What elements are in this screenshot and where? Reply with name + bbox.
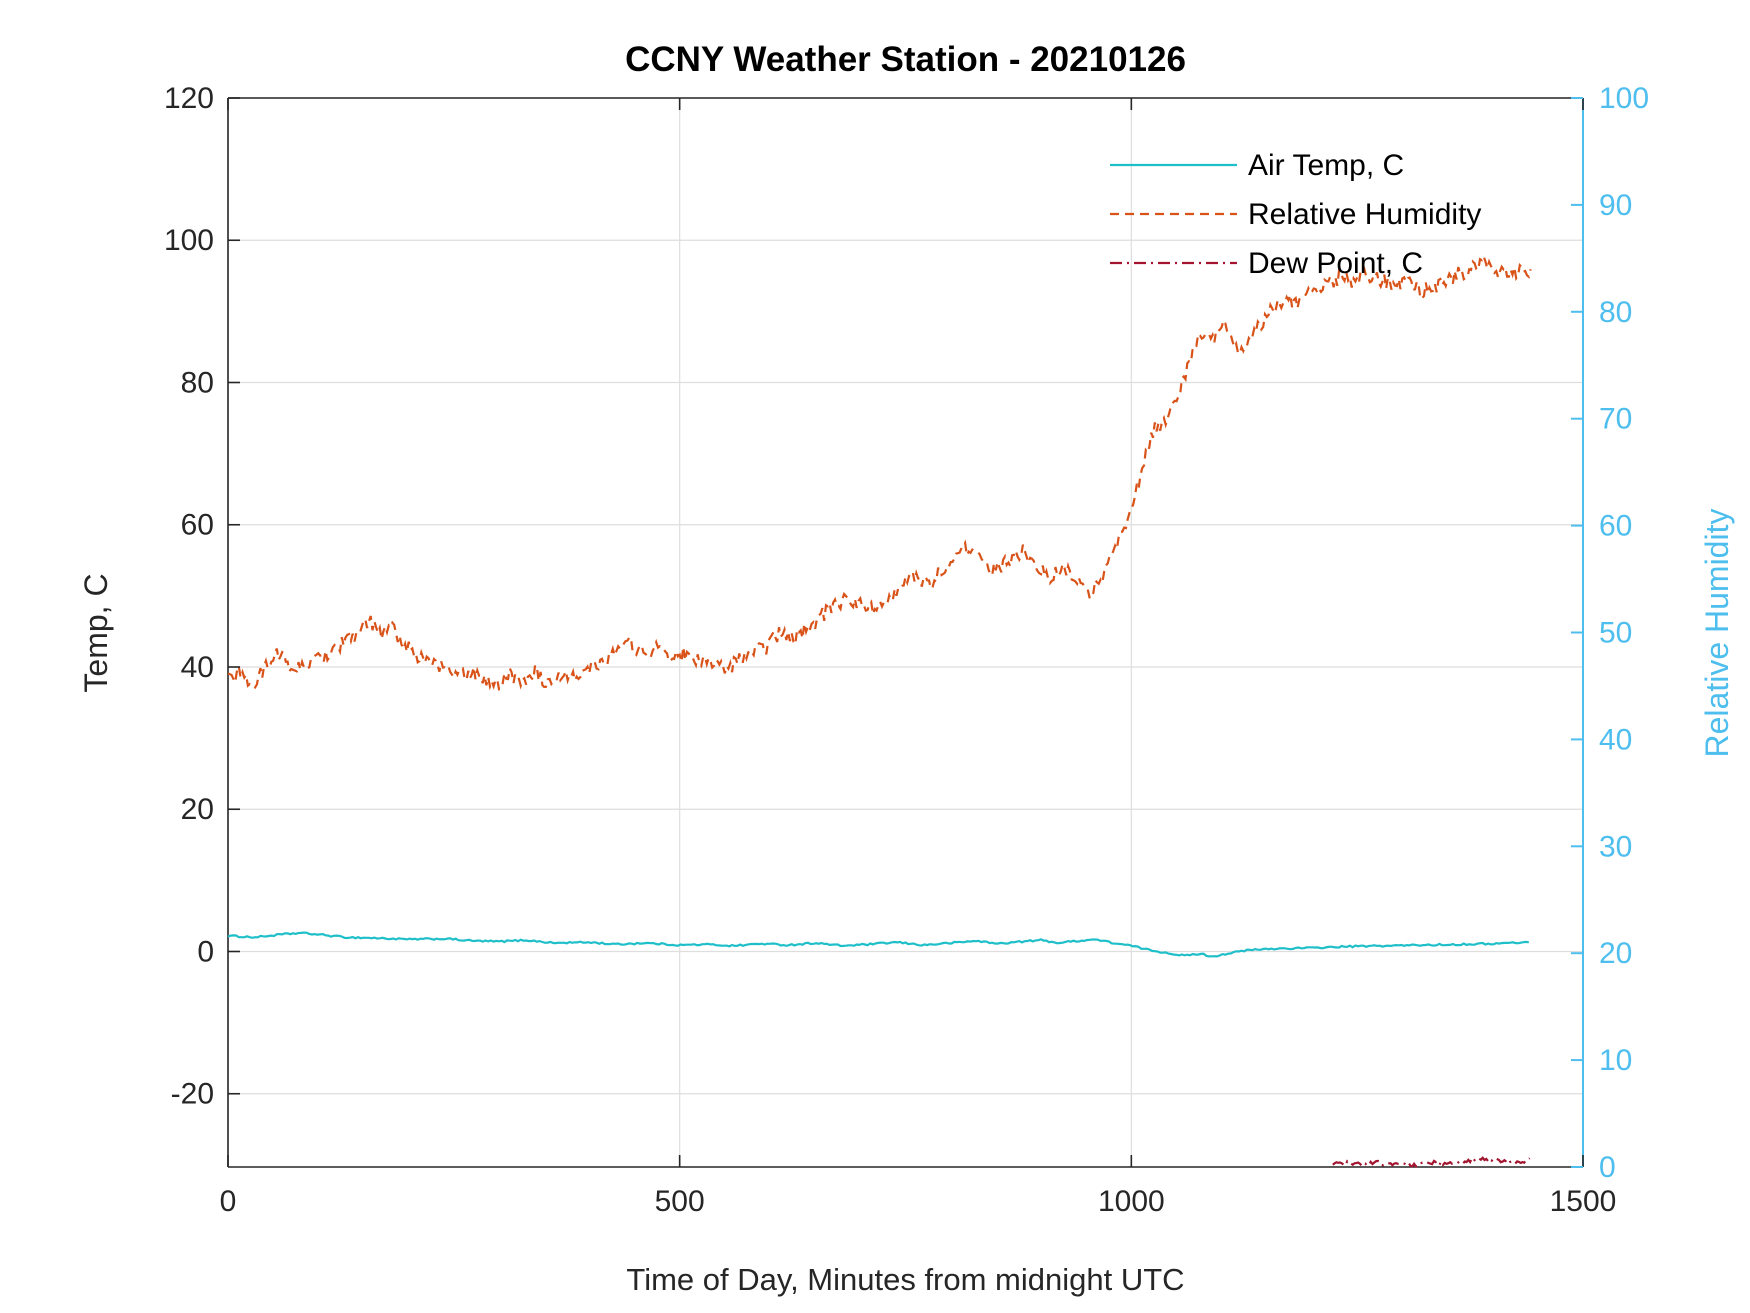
y-left-tick-label-40: 40 <box>181 651 214 684</box>
y-left-tick-label--20: -20 <box>171 1078 214 1111</box>
y-left-tick-label-80: 80 <box>181 366 214 399</box>
y-right-tick-label-30: 30 <box>1599 830 1632 863</box>
y-right-tick-label-100: 100 <box>1599 82 1649 115</box>
y-right-tick-label-0: 0 <box>1599 1151 1616 1184</box>
y-right-tick-label-50: 50 <box>1599 617 1632 650</box>
y-right-tick-label-40: 40 <box>1599 723 1632 756</box>
series-air_temp-line <box>227 931 1529 958</box>
y-left-tick-label-100: 100 <box>164 224 214 257</box>
chart-title: CCNY Weather Station - 20210126 <box>625 40 1186 79</box>
y-right-tick-label-20: 20 <box>1599 937 1632 970</box>
x-tick-label-0: 0 <box>220 1185 237 1218</box>
y-right-tick-label-80: 80 <box>1599 296 1632 329</box>
series-dew_point-line <box>1332 1156 1531 1168</box>
series-humidity-line <box>227 253 1532 691</box>
legend-label-dew_point: Dew Point, C <box>1248 247 1423 280</box>
y-axis-label-right: Relative Humidity <box>1699 508 1735 758</box>
x-tick-label-1500: 1500 <box>1550 1185 1617 1218</box>
y-right-tick-label-10: 10 <box>1599 1044 1632 1077</box>
y-left-tick-label-60: 60 <box>181 509 214 542</box>
y-right-tick-label-70: 70 <box>1599 403 1632 436</box>
y-left-tick-label-0: 0 <box>197 935 214 968</box>
y-right-tick-label-90: 90 <box>1599 189 1632 222</box>
x-tick-label-500: 500 <box>655 1185 705 1218</box>
y-axis-label-left: Temp, C <box>78 573 114 693</box>
y-right-tick-label-60: 60 <box>1599 510 1632 543</box>
legend-label-humidity: Relative Humidity <box>1248 198 1481 231</box>
x-axis-label: Time of Day, Minutes from midnight UTC <box>626 1262 1185 1297</box>
x-tick-label-1000: 1000 <box>1098 1185 1165 1218</box>
y-left-tick-label-120: 120 <box>164 82 214 115</box>
y-left-tick-label-20: 20 <box>181 793 214 826</box>
legend-label-air_temp: Air Temp, C <box>1248 149 1404 182</box>
